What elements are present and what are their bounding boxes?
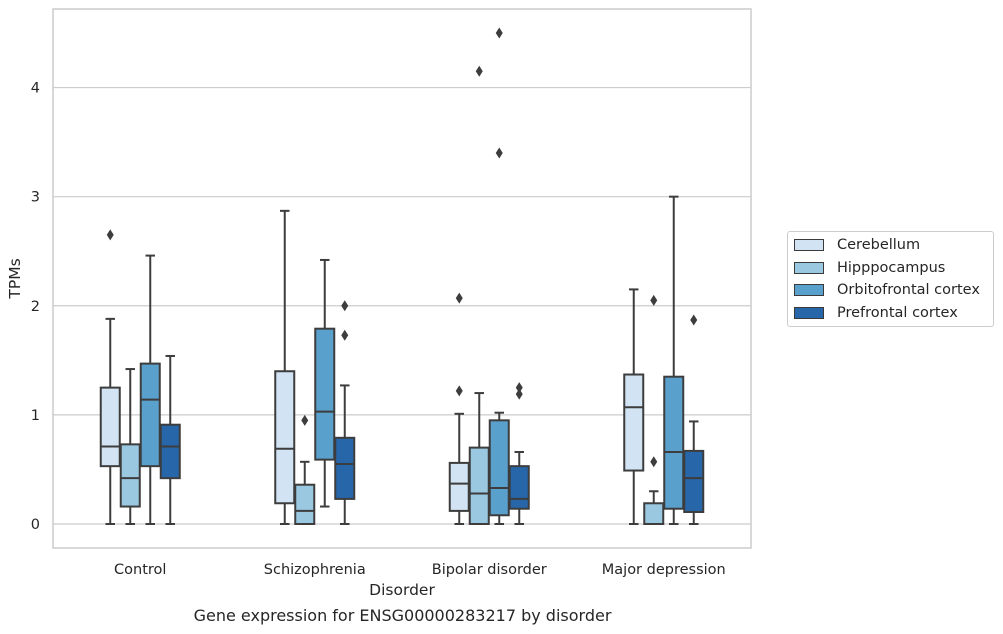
box-cerebellum [448,292,470,525]
boxes [99,27,705,525]
outlier-point [495,27,503,39]
legend-label: Hipppocampus [837,259,946,276]
x-tick-label: Major depression [602,562,726,578]
box-hipppocampus [643,294,665,525]
legend-swatch [794,306,824,319]
outlier-point [455,385,463,397]
tick-labels: 0 1 2 3 4 Control Schizophrenia Bipolar disorde… [31,81,726,578]
box-prefrontal-cortex [508,382,530,525]
box-iqr [623,373,645,472]
box-prefrontal-cortex [159,354,181,525]
box-iqr [314,327,336,461]
box-cerebellum [274,209,296,525]
legend-swatch [794,239,824,251]
box-orbitofrontal-cortex [139,254,161,525]
outlier-point [690,314,698,326]
x-tick-label: Control [114,562,166,578]
y-tick-label: 0 [31,517,40,533]
outlier-point [106,229,114,241]
legend-item: Cerebellum [794,235,920,255]
outlier-point [515,382,523,394]
box-iqr [508,465,530,510]
box-iqr [643,502,665,525]
outlier-point [341,329,349,341]
legend-label: Prefrontal cortex [837,304,958,321]
legend-item: Prefrontal cortex [794,303,958,323]
y-tick-label: 1 [31,408,40,424]
legend-swatch [794,284,824,296]
box-iqr [468,446,490,525]
plot-area-frame [52,8,752,549]
box-iqr [159,423,181,480]
box-orbitofrontal-cortex [663,195,685,525]
legend-label: Orbitofrontal cortex [837,282,980,298]
legend-swatch [794,261,824,274]
legend-label: Cerebellum [837,237,921,253]
outlier-point [455,292,463,304]
outlier-point [650,456,658,468]
outlier-point [475,65,483,77]
box-hipppocampus [468,65,490,525]
y-tick-label: 2 [31,299,40,315]
box-iqr [448,461,470,512]
y-tick-label: 4 [31,81,40,97]
box-iqr [683,449,705,513]
box-cerebellum [99,229,121,525]
x-axis-label: Disorder [369,581,435,599]
legend-item: Orbitofrontal cortex [794,280,980,300]
outlier-point [650,294,658,306]
box-prefrontal-cortex [334,300,356,525]
outlier-point [341,300,349,312]
box-orbitofrontal-cortex [314,258,336,508]
outlier-point [515,388,523,400]
outlier-point [301,414,309,426]
box-iqr [334,436,356,500]
box-prefrontal-cortex [683,314,705,525]
legend-item: Hipppocampus [794,258,945,278]
x-tick-label: Schizophrenia [264,562,366,578]
box-iqr [99,386,121,468]
x-tick-label: Bipolar disorder [432,562,547,578]
outlier-point [495,147,503,159]
box-iqr [139,362,161,468]
box-iqr [274,370,296,505]
box-cerebellum [623,288,645,525]
y-tick-label: 3 [31,190,40,206]
y-axis-label: TPMs [6,258,24,299]
box-iqr [119,443,141,508]
box-iqr [663,375,685,510]
figure-caption: Gene expression for ENSG00000283217 by d… [193,606,612,625]
box-iqr [294,483,316,525]
box-orbitofrontal-cortex [488,27,510,525]
box-hipppocampus [119,368,141,525]
box-iqr [488,419,510,517]
box-hipppocampus [294,414,316,525]
legend: Cerebellum Hipppocampus Orbitofrontal cort… [787,231,994,327]
